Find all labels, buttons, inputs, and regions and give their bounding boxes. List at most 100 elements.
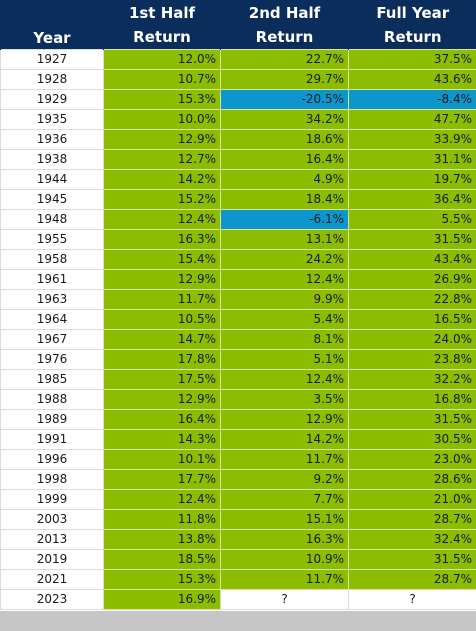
second-half-return-cell: 14.2% bbox=[220, 429, 349, 450]
first-half-return-cell: 10.7% bbox=[103, 69, 221, 90]
first-half-return-cell: 16.9% bbox=[103, 589, 221, 610]
full-year-return-cell: 43.4% bbox=[348, 249, 476, 270]
second-half-return-cell: 12.9% bbox=[220, 409, 349, 430]
year-cell: 1985 bbox=[0, 369, 104, 390]
year-cell: 1996 bbox=[0, 449, 104, 470]
second-half-return-cell: 9.2% bbox=[220, 469, 349, 490]
table-row: 2019 18.5% 10.9% 31.5% bbox=[0, 549, 476, 570]
first-half-return-cell: 14.3% bbox=[103, 429, 221, 450]
first-half-return-cell: 15.4% bbox=[103, 249, 221, 270]
first-half-return-cell: 12.4% bbox=[103, 489, 221, 510]
year-cell: 2023 bbox=[0, 589, 104, 610]
header-row: Year 1st Half Return 2nd Half Return Ful… bbox=[0, 0, 476, 50]
full-year-return-cell: 31.5% bbox=[348, 409, 476, 430]
full-year-return-cell: 16.8% bbox=[348, 389, 476, 410]
full-year-return-cell: 32.2% bbox=[348, 369, 476, 390]
first-half-return-cell: 12.9% bbox=[103, 129, 221, 150]
first-half-return-cell: 12.9% bbox=[103, 269, 221, 290]
header-year-label: Year bbox=[33, 29, 71, 47]
table-header: Year 1st Half Return 2nd Half Return Ful… bbox=[0, 0, 476, 50]
table-row: 1936 12.9% 18.6% 33.9% bbox=[0, 129, 476, 150]
full-year-return-cell: 31.5% bbox=[348, 229, 476, 250]
first-half-return-cell: 16.4% bbox=[103, 409, 221, 430]
table-row: 1945 15.2% 18.4% 36.4% bbox=[0, 189, 476, 210]
header-second-half-line1: 2nd Half bbox=[248, 3, 321, 22]
first-half-return-cell: 15.3% bbox=[103, 89, 221, 110]
full-year-return-cell: 28.7% bbox=[348, 509, 476, 530]
year-cell: 1936 bbox=[0, 129, 104, 150]
year-cell: 1958 bbox=[0, 249, 104, 270]
second-half-return-cell: 18.4% bbox=[220, 189, 349, 210]
second-half-return-cell: 5.1% bbox=[220, 349, 349, 370]
full-year-return-cell: 31.1% bbox=[348, 149, 476, 170]
table-row: 1955 16.3% 13.1% 31.5% bbox=[0, 229, 476, 250]
table-row: 1929 15.3% -20.5% -8.4% bbox=[0, 89, 476, 110]
second-half-return-cell: 15.1% bbox=[220, 509, 349, 530]
table-row: 2013 13.8% 16.3% 32.4% bbox=[0, 529, 476, 550]
second-half-return-cell: 3.5% bbox=[220, 389, 349, 410]
full-year-return-cell: 22.8% bbox=[348, 289, 476, 310]
year-cell: 2013 bbox=[0, 529, 104, 550]
table-row: 1991 14.3% 14.2% 30.5% bbox=[0, 429, 476, 450]
table-row: 1938 12.7% 16.4% 31.1% bbox=[0, 149, 476, 170]
table-row: 1976 17.8% 5.1% 23.8% bbox=[0, 349, 476, 370]
second-half-return-cell: 5.4% bbox=[220, 309, 349, 330]
full-year-return-cell: 19.7% bbox=[348, 169, 476, 190]
full-year-return-cell: 21.0% bbox=[348, 489, 476, 510]
second-half-return-cell: -20.5% bbox=[220, 89, 349, 110]
year-cell: 2021 bbox=[0, 569, 104, 590]
year-cell: 1928 bbox=[0, 69, 104, 90]
header-full-year-line1: Full Year bbox=[376, 3, 450, 22]
year-cell: 1991 bbox=[0, 429, 104, 450]
year-cell: 1944 bbox=[0, 169, 104, 190]
table-row: 2021 15.3% 11.7% 28.7% bbox=[0, 569, 476, 590]
table-row: 1999 12.4% 7.7% 21.0% bbox=[0, 489, 476, 510]
full-year-return-cell: 37.5% bbox=[348, 49, 476, 70]
table-row: 1963 11.7% 9.9% 22.8% bbox=[0, 289, 476, 310]
table-row: 1958 15.4% 24.2% 43.4% bbox=[0, 249, 476, 270]
full-year-return-cell: 32.4% bbox=[348, 529, 476, 550]
header-second-half-line2: Return bbox=[255, 27, 314, 46]
header-first-half: 1st Half Return bbox=[103, 0, 221, 50]
first-half-return-cell: 12.0% bbox=[103, 49, 221, 70]
first-half-return-cell: 17.8% bbox=[103, 349, 221, 370]
header-full-year-line2: Return bbox=[383, 27, 442, 46]
first-half-return-cell: 10.0% bbox=[103, 109, 221, 130]
table-row: 1989 16.4% 12.9% 31.5% bbox=[0, 409, 476, 430]
second-half-return-cell: 9.9% bbox=[220, 289, 349, 310]
second-half-return-cell: 22.7% bbox=[220, 49, 349, 70]
second-half-return-cell: 7.7% bbox=[220, 489, 349, 510]
table-row: 1985 17.5% 12.4% 32.2% bbox=[0, 369, 476, 390]
full-year-return-cell: 28.6% bbox=[348, 469, 476, 490]
full-year-return-cell: 28.7% bbox=[348, 569, 476, 590]
year-cell: 1963 bbox=[0, 289, 104, 310]
table-body: 1927 12.0% 22.7% 37.5% 1928 10.7% 29.7% 43.6% 19… bbox=[0, 49, 476, 610]
header-full-year: Full Year Return bbox=[348, 0, 476, 50]
year-cell: 1976 bbox=[0, 349, 104, 370]
full-year-return-cell: 43.6% bbox=[348, 69, 476, 90]
second-half-return-cell: 13.1% bbox=[220, 229, 349, 250]
full-year-return-cell: 26.9% bbox=[348, 269, 476, 290]
first-half-return-cell: 18.5% bbox=[103, 549, 221, 570]
table-row: 1964 10.5% 5.4% 16.5% bbox=[0, 309, 476, 330]
first-half-return-cell: 17.5% bbox=[103, 369, 221, 390]
table-row: 1935 10.0% 34.2% 47.7% bbox=[0, 109, 476, 130]
second-half-return-cell: 18.6% bbox=[220, 129, 349, 150]
full-year-return-cell: 36.4% bbox=[348, 189, 476, 210]
first-half-return-cell: 10.1% bbox=[103, 449, 221, 470]
first-half-return-cell: 15.3% bbox=[103, 569, 221, 590]
full-year-return-cell: 33.9% bbox=[348, 129, 476, 150]
full-year-return-cell: 23.0% bbox=[348, 449, 476, 470]
second-half-return-cell: 10.9% bbox=[220, 549, 349, 570]
table-row: 1967 14.7% 8.1% 24.0% bbox=[0, 329, 476, 350]
year-cell: 1989 bbox=[0, 409, 104, 430]
full-year-return-cell: ? bbox=[348, 589, 476, 610]
first-half-return-cell: 14.7% bbox=[103, 329, 221, 350]
table-row: 1998 17.7% 9.2% 28.6% bbox=[0, 469, 476, 490]
table-row: 2003 11.8% 15.1% 28.7% bbox=[0, 509, 476, 530]
returns-table: Year 1st Half Return 2nd Half Return Ful… bbox=[0, 0, 476, 610]
second-half-return-cell: 11.7% bbox=[220, 569, 349, 590]
year-cell: 1988 bbox=[0, 389, 104, 410]
second-half-return-cell: 8.1% bbox=[220, 329, 349, 350]
